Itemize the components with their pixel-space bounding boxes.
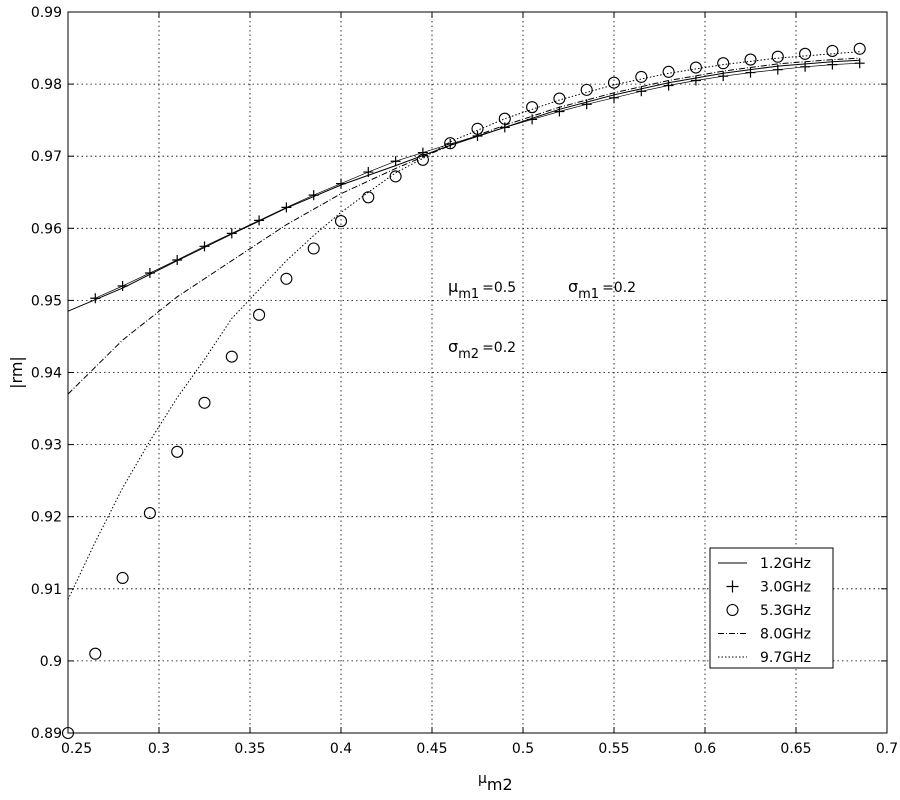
data-point-circle xyxy=(61,726,75,740)
data-point-plus xyxy=(90,293,101,304)
legend-label: 5.3GHz xyxy=(760,603,811,619)
x-tick-label: 0.45 xyxy=(416,741,447,757)
y-tick-label: 0.98 xyxy=(31,77,62,93)
axis-labels: μm2 |rm| xyxy=(7,356,513,794)
x-tick-label: 0.7 xyxy=(876,741,898,757)
legend-label: 1.2GHz xyxy=(760,556,811,572)
y-tick-label: 0.95 xyxy=(31,293,62,309)
x-tick-label: 0.35 xyxy=(234,741,265,757)
annotations: μm1 =0.5 σm1 =0.2 σm2 =0.2 xyxy=(448,277,636,362)
data-point-circle xyxy=(89,647,102,660)
x-tick-label: 0.25 xyxy=(61,741,92,757)
legend-item-9-7ghz: 9.7GHz xyxy=(718,650,811,666)
y-tick-label: 0.91 xyxy=(31,582,62,598)
data-point-circle xyxy=(198,396,211,409)
data-point-circle xyxy=(225,350,238,363)
series-line-8-0ghz xyxy=(67,57,860,395)
y-tick-label: 0.93 xyxy=(31,438,62,454)
data-point-circle xyxy=(471,122,484,135)
x-axis-label: μm2 xyxy=(478,771,513,794)
data-point-circle xyxy=(717,57,730,70)
data-point-circle xyxy=(607,76,621,89)
data-point-circle xyxy=(334,215,348,228)
legend-label: 9.7GHz xyxy=(760,650,811,666)
y-tick-label: 0.96 xyxy=(31,221,62,237)
annotation-2: σm2 =0.2 xyxy=(448,337,516,362)
y-tick-label: 0.99 xyxy=(31,5,62,21)
data-point-circle xyxy=(280,272,293,285)
data-point-circle xyxy=(799,47,812,60)
data-point-circle xyxy=(689,61,702,74)
data-point-circle xyxy=(171,445,184,458)
x-tick-label: 0.6 xyxy=(694,741,716,757)
data-point-circle xyxy=(362,191,375,204)
y-axis-label: |rm| xyxy=(7,356,26,389)
x-tick-label: 0.55 xyxy=(598,741,629,757)
legend-item-3-0ghz: 3.0GHz xyxy=(726,580,811,596)
series-group xyxy=(61,42,866,740)
y-tick-label: 0.94 xyxy=(31,366,62,382)
data-point-circle xyxy=(116,571,129,585)
x-tick-label: 0.3 xyxy=(148,741,170,757)
data-point-circle xyxy=(143,507,156,520)
axis-ticks: 0.25 0.3 0.35 0.4 0.45 0.5 0.55 0.6 0.65 0.7 0.89 0… xyxy=(31,5,898,757)
y-tick-label: 0.89 xyxy=(31,726,62,742)
legend: 1.2GHz 3.0GHz 5.3GHz 8.0GHz 9.7GHz xyxy=(709,547,834,669)
data-point-circle xyxy=(580,83,593,96)
legend-marker-plus xyxy=(726,580,739,593)
data-point-circle xyxy=(526,101,539,114)
annotation-1: σm1 =0.2 xyxy=(568,277,636,302)
legend-box xyxy=(709,547,834,669)
legend-label: 3.0GHz xyxy=(760,580,811,596)
data-point-circle xyxy=(771,50,784,63)
grid xyxy=(68,12,887,733)
legend-item-5-3ghz: 5.3GHz xyxy=(726,603,811,619)
data-point-circle xyxy=(826,44,839,57)
legend-label: 8.0GHz xyxy=(760,627,811,643)
x-tick-label: 0.65 xyxy=(780,741,811,757)
x-tick-label: 0.5 xyxy=(512,741,534,757)
annotation-0: μm1 =0.5 xyxy=(448,277,516,302)
legend-item-1-2ghz: 1.2GHz xyxy=(718,556,811,572)
legend-marker-circle xyxy=(726,603,739,617)
data-point-circle xyxy=(553,92,566,105)
y-tick-label: 0.97 xyxy=(31,149,62,165)
data-point-circle xyxy=(307,242,320,255)
series-line-3-0ghz xyxy=(95,62,860,299)
series-line-9-7ghz xyxy=(67,51,860,600)
data-point-circle xyxy=(635,70,648,83)
y-tick-label: 0.92 xyxy=(31,510,62,526)
data-point-circle xyxy=(253,308,266,321)
data-point-circle xyxy=(662,65,675,78)
y-tick-label: 0.9 xyxy=(40,654,62,670)
data-point-circle xyxy=(498,112,511,125)
x-tick-label: 0.4 xyxy=(330,741,352,757)
data-point-circle xyxy=(744,53,757,66)
data-point-circle xyxy=(853,42,866,55)
legend-item-8-0ghz: 8.0GHz xyxy=(718,627,811,643)
